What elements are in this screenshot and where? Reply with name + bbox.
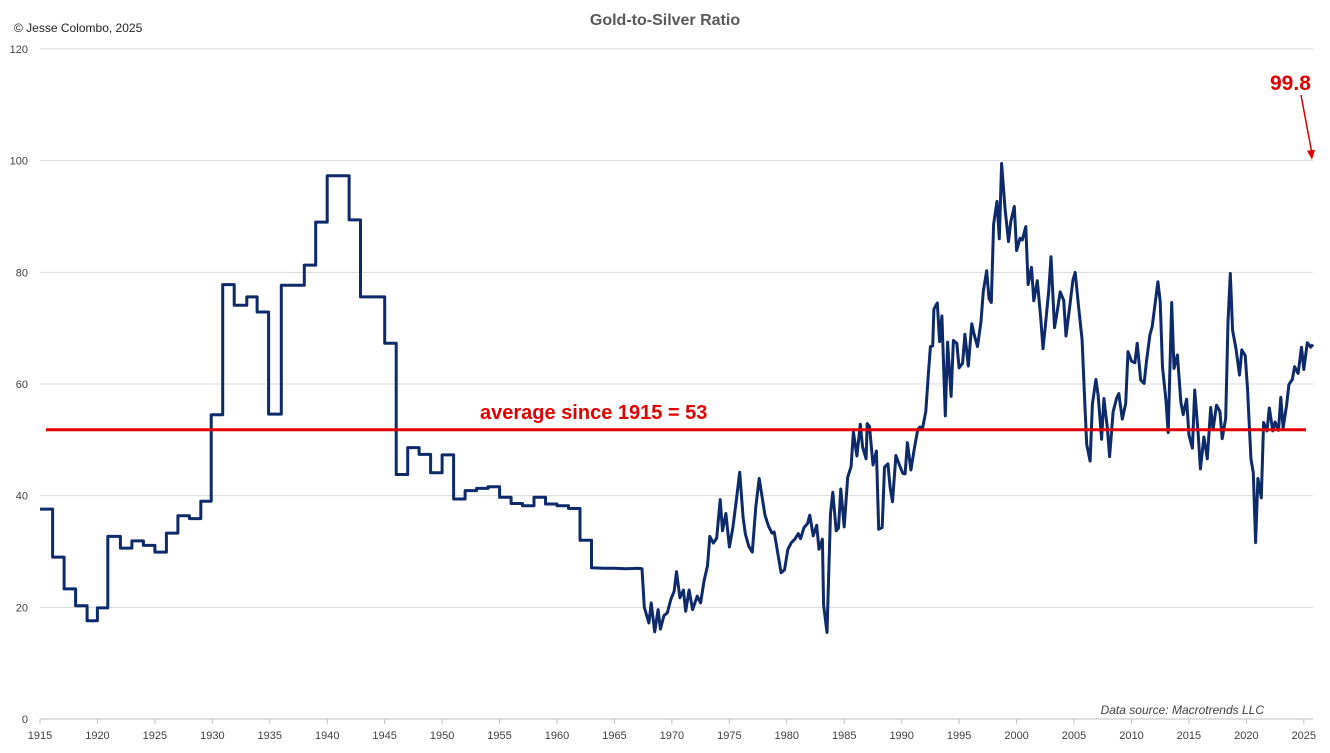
x-tick-label: 1945 xyxy=(372,730,396,742)
x-axis-ticks: 1915 1920 1925 1930 1935 1940 1945 1950 1955 1960… xyxy=(28,719,1316,742)
data-source-text: Data source: Macrotrends LLC xyxy=(1100,703,1264,717)
average-label: average since 1915 = 53 xyxy=(480,402,708,424)
x-tick-label: 1980 xyxy=(775,730,799,742)
x-tick-label: 1925 xyxy=(143,730,167,742)
x-tick-label: 1915 xyxy=(28,730,52,742)
y-axis-ticks: 0 20 40 60 80 100 120 xyxy=(10,44,28,726)
x-tick-label: 2005 xyxy=(1062,730,1086,742)
last-value-arrow xyxy=(1300,94,1315,160)
y-tick-label: 60 xyxy=(16,379,28,391)
x-tick-label: 1965 xyxy=(602,730,626,742)
y-tick-label: 40 xyxy=(16,491,28,503)
x-tick-label: 1950 xyxy=(430,730,454,742)
x-tick-label: 1975 xyxy=(717,730,741,742)
y-tick-label: 0 xyxy=(22,714,28,726)
gold-silver-ratio-line xyxy=(40,162,1315,634)
x-tick-label: 1960 xyxy=(545,730,569,742)
x-tick-label: 2025 xyxy=(1292,730,1316,742)
y-tick-label: 100 xyxy=(10,156,28,168)
x-tick-label: 2000 xyxy=(1004,730,1028,742)
y-tick-label: 80 xyxy=(16,267,28,279)
x-tick-label: 1930 xyxy=(200,730,224,742)
x-tick-label: 2020 xyxy=(1234,730,1258,742)
x-tick-label: 2010 xyxy=(1119,730,1143,742)
x-tick-label: 1955 xyxy=(487,730,511,742)
x-tick-label: 1995 xyxy=(947,730,971,742)
x-tick-label: 1940 xyxy=(315,730,339,742)
y-tick-label: 120 xyxy=(10,44,28,56)
x-tick-label: 1990 xyxy=(889,730,913,742)
x-tick-label: 1935 xyxy=(258,730,282,742)
x-tick-label: 1920 xyxy=(85,730,109,742)
last-value-label: 99.8 xyxy=(1270,72,1311,95)
chart-title: Gold-to-Silver Ratio xyxy=(589,12,741,29)
copyright-text: © Jesse Colombo, 2025 xyxy=(14,21,143,35)
x-tick-label: 2015 xyxy=(1177,730,1201,742)
gridlines xyxy=(40,48,1313,608)
x-tick-label: 1970 xyxy=(660,730,684,742)
y-tick-label: 20 xyxy=(16,602,28,614)
x-tick-label: 1985 xyxy=(832,730,856,742)
